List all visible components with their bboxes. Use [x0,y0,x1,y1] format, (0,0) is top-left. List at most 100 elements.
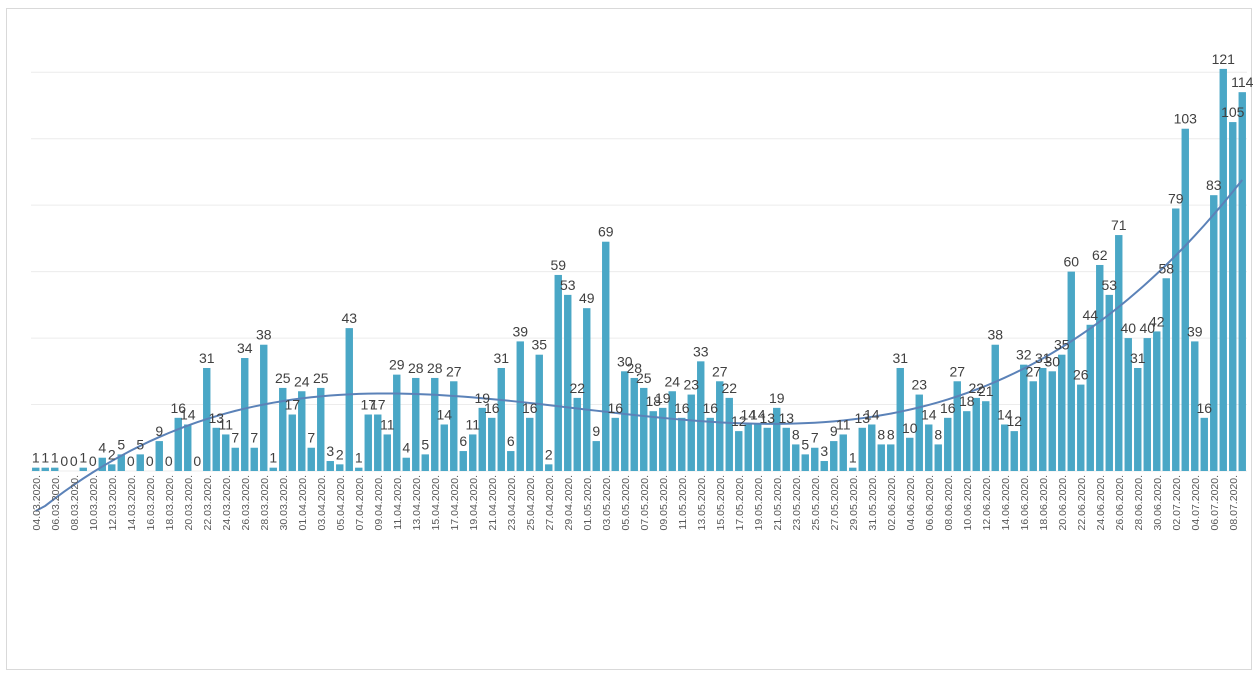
data-label: 31 [1130,350,1146,366]
data-label: 30 [1044,353,1060,369]
bar-06.05.2020. [630,377,638,471]
bar-24.04.2020. [516,341,524,471]
data-label: 44 [1082,307,1098,323]
bar-18.05.2020. [744,424,752,471]
data-label: 13 [208,410,224,426]
bar-24.03.2020. [222,434,230,471]
data-label: 14 [921,406,937,422]
bar-12.03.2020. [108,464,116,471]
data-label: 79 [1168,190,1184,206]
data-label: 26 [1073,367,1089,383]
bar-03.07.2020. [1181,128,1189,471]
bar-02.07.2020. [1172,208,1180,472]
data-label: 16 [940,400,956,416]
data-label: 49 [579,290,595,306]
data-label: 60 [1063,254,1079,270]
bar-13.05.2020. [697,361,705,471]
bar-09.05.2020. [659,407,667,471]
data-label: 5 [421,436,429,452]
bar-05.04.2020. [336,464,344,471]
x-tick-label: 20.03.2020. [183,475,195,530]
x-tick-label: 23.05.2020. [791,475,803,530]
bar-04.04.2020. [326,461,334,471]
bar-23.06.2020. [1086,324,1094,471]
bar-05.07.2020. [1200,417,1208,471]
bar-04.07.2020. [1191,341,1199,471]
x-tick-label: 05.04.2020. [335,475,347,530]
data-label: 24 [294,373,310,389]
x-tick-label: 22.06.2020. [1076,475,1088,530]
bar-12.05.2020. [687,394,695,471]
bar-29.06.2020. [1143,338,1151,471]
data-label: 31 [892,350,908,366]
data-label: 8 [792,426,800,442]
data-label: 9 [830,423,838,439]
x-tick-label: 10.03.2020. [88,475,100,530]
data-label: 22 [569,380,585,396]
x-tick-label: 10.06.2020. [962,475,974,530]
bar-04.05.2020. [611,417,619,471]
bar-23.05.2020. [792,444,800,471]
x-tick-label: 06.03.2020. [50,475,62,530]
data-label: 1 [51,450,59,466]
data-label: 25 [313,370,329,386]
bar-09.04.2020. [374,414,382,471]
bar-07.05.2020. [640,387,648,471]
bar-28.06.2020. [1134,367,1142,471]
bar-14.05.2020. [706,417,714,471]
data-label: 43 [341,310,357,326]
bar-20.03.2020. [184,424,192,471]
bar-05.05.2020. [621,371,629,471]
bar-30.03.2020. [279,387,287,471]
data-label: 9 [592,423,600,439]
bar-01.07.2020. [1162,278,1170,471]
data-label: 11 [380,416,395,432]
x-tick-label: 26.06.2020. [1114,475,1126,530]
x-tick-label: 06.07.2020. [1209,475,1221,530]
data-label: 14 [740,406,756,422]
data-label: 12 [1006,413,1022,429]
bar-09.07.2020. [1238,92,1246,472]
x-tick-label: 05.05.2020. [620,475,632,530]
x-tick-label: 11.04.2020. [392,475,404,530]
data-label: 7 [307,430,315,446]
bar-25.03.2020. [231,447,239,471]
x-tick-label: 21.04.2020. [487,475,499,530]
x-tick-label: 18.03.2020. [164,475,176,530]
bar-05.06.2020. [915,394,923,471]
bar-02.06.2020. [887,444,895,471]
data-label: 6 [459,433,467,449]
data-label: 19 [769,390,785,406]
data-label: 69 [598,224,614,240]
data-label: 5 [136,436,144,452]
x-tick-label: 29.04.2020. [563,475,575,530]
data-label: 29 [389,357,405,373]
data-label: 17 [284,397,300,413]
x-tick-label: 25.05.2020. [810,475,822,530]
data-label: 9 [155,423,163,439]
bar-08.06.2020. [944,417,952,471]
x-tick-label: 28.03.2020. [259,475,271,530]
x-tick-label: 19.04.2020. [468,475,480,530]
bar-14.04.2020. [421,454,429,471]
x-tick-label: 03.05.2020. [601,475,613,530]
x-tick-label: 21.05.2020. [772,475,784,530]
bar-23.03.2020. [212,427,220,471]
bar-09.03.2020. [79,467,87,471]
bar-02.04.2020. [307,447,315,471]
bar-chart: 1 1 1 0 0 1 04 25050901614031131173473812517247… [31,51,1253,531]
bar-18.06.2020. [1039,367,1047,471]
bar-19.05.2020. [754,424,762,471]
x-tick-label: 01.05.2020. [582,475,594,530]
bar-29.05.2020. [849,467,857,471]
data-label: 10 [902,420,918,436]
data-label: 16 [484,400,500,416]
data-label: 18 [959,393,975,409]
bar-31.03.2020. [288,414,296,471]
data-label: 71 [1111,217,1127,233]
data-label: 23 [683,377,699,393]
data-label: 34 [237,340,253,356]
bar-26.03.2020. [241,358,249,471]
data-label: 27 [446,363,462,379]
data-label: 2 [336,446,344,462]
